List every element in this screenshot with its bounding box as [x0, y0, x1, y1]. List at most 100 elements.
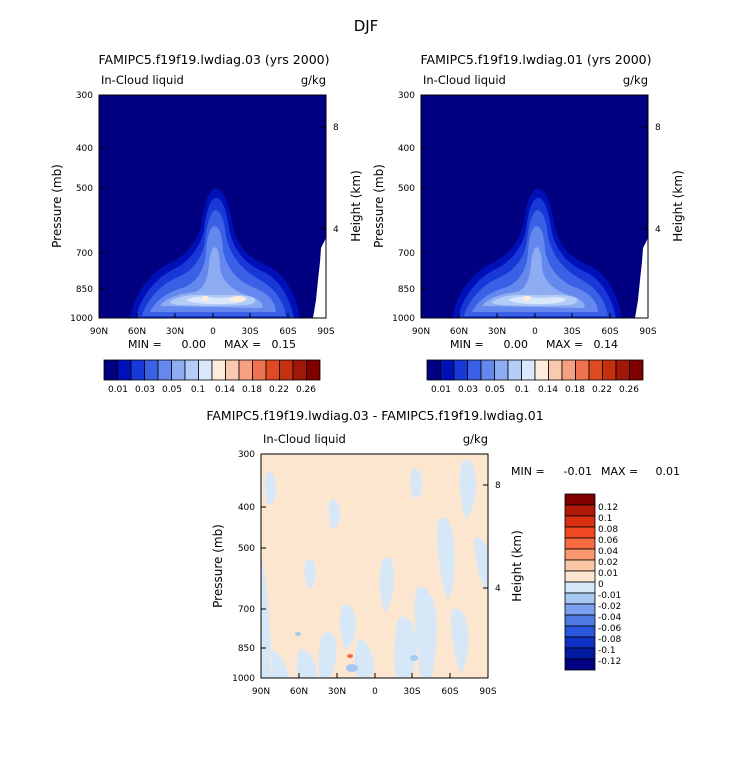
colorbar-swatch	[211, 359, 226, 381]
contour-field	[99, 95, 326, 318]
svg-text:0.12: 0.12	[598, 503, 618, 513]
svg-text:0.06: 0.06	[598, 536, 618, 546]
colorbar-labels: 0.12 0.1 0.08 0.06 0.04 0.02 0.01 0 -0.0…	[598, 503, 622, 667]
colorbar-vertical	[564, 493, 596, 671]
svg-text:-0.01: -0.01	[564, 465, 592, 478]
x-tick-label: 90S	[317, 327, 334, 337]
svg-text:0.1: 0.1	[191, 385, 205, 395]
colorbar-labels: 0.01 0.03 0.05 0.1 0.14 0.18 0.22 0.26	[108, 385, 316, 395]
x-tick-label: 60S	[601, 327, 618, 337]
field-label: In-Cloud liquid	[263, 432, 346, 446]
y-right-tick-label: 8	[655, 123, 661, 133]
colorbar-swatch	[521, 359, 536, 381]
x-tick-label: 60N	[128, 327, 146, 337]
colorbar-swatch	[252, 359, 267, 381]
season-title: DJF	[354, 17, 379, 35]
colorbar-labels: 0.01 0.03 0.05 0.1 0.14 0.18 0.22 0.26	[431, 385, 639, 395]
svg-text:0.08: 0.08	[598, 525, 618, 535]
svg-text:0.02: 0.02	[598, 558, 618, 568]
svg-text:0.01: 0.01	[598, 569, 618, 579]
colorbar-swatch	[198, 359, 213, 381]
y-tick-label: 500	[76, 184, 93, 194]
colorbar-swatch	[130, 359, 145, 381]
colorbar-swatch	[507, 359, 522, 381]
colorbar-swatch	[575, 359, 590, 381]
colorbar-swatch	[292, 359, 307, 381]
units-label: g/kg	[301, 73, 326, 87]
svg-text:-0.08: -0.08	[598, 635, 622, 645]
colorbar-swatch	[602, 359, 617, 381]
x-tick-label: 30S	[563, 327, 580, 337]
colorbar-swatch	[561, 359, 576, 381]
colorbar-swatch	[171, 359, 186, 381]
min-max-readout: MIN = 0.00 MAX = 0.14	[450, 338, 618, 351]
y-axis-ticks	[420, 94, 649, 319]
y-tick-label: 500	[398, 184, 415, 194]
y-tick-label: 700	[238, 605, 255, 615]
panel-title: FAMIPC5.f19f19.lwdiag.01 (yrs 2000)	[421, 52, 652, 67]
x-tick-label: 90S	[639, 327, 656, 337]
colorbar-swatch	[564, 559, 596, 572]
colorbar-swatch	[629, 359, 644, 381]
colorbar	[426, 359, 644, 381]
y-axis-label: Pressure (mb)	[211, 524, 225, 608]
y-tick-label: 850	[238, 644, 255, 654]
svg-text:0.00: 0.00	[504, 338, 529, 351]
x-tick-label: 90N	[90, 327, 108, 337]
y-tick-label: 300	[238, 450, 255, 460]
y-axis-label: Pressure (mb)	[372, 164, 386, 248]
colorbar-swatch	[494, 359, 509, 381]
x-tick-label: 30N	[328, 687, 346, 697]
contour-field	[261, 454, 488, 678]
x-tick-label: 60N	[450, 327, 468, 337]
y-tick-label: 850	[76, 285, 93, 295]
colorbar-swatch	[564, 493, 596, 506]
svg-text:0.14: 0.14	[538, 385, 558, 395]
colorbar-swatch	[453, 359, 468, 381]
x-tick-label: 90S	[479, 687, 496, 697]
y-tick-label: 1000	[232, 674, 255, 684]
svg-text:MAX =: MAX =	[224, 338, 261, 351]
units-label: g/kg	[463, 432, 488, 446]
y-tick-label: 850	[398, 285, 415, 295]
svg-text:-0.12: -0.12	[598, 657, 621, 667]
field-label: In-Cloud liquid	[423, 73, 506, 87]
y-right-tick-label: 4	[333, 225, 339, 235]
svg-text:0.05: 0.05	[162, 385, 182, 395]
field-label: In-Cloud liquid	[101, 73, 184, 87]
colorbar-swatch	[564, 581, 596, 594]
y-tick-label: 500	[238, 544, 255, 554]
y-right-tick-label: 4	[495, 584, 501, 594]
x-tick-label: 90N	[252, 687, 270, 697]
svg-text:MAX =: MAX =	[601, 465, 638, 478]
svg-text:0.14: 0.14	[215, 385, 235, 395]
colorbar-swatch	[564, 636, 596, 649]
svg-text:0.1: 0.1	[598, 514, 612, 524]
colorbar-swatch	[564, 625, 596, 638]
y-tick-label: 400	[238, 503, 255, 513]
svg-text:-0.01: -0.01	[598, 591, 621, 601]
colorbar-swatch	[238, 359, 253, 381]
svg-text:0.04: 0.04	[598, 547, 618, 557]
colorbar-swatch	[440, 359, 455, 381]
y-axis-label-right: Height (km)	[349, 170, 363, 241]
y-right-tick-label: 8	[495, 481, 501, 491]
colorbar-swatch	[144, 359, 159, 381]
colorbar-swatch	[265, 359, 280, 381]
svg-text:0.03: 0.03	[135, 385, 155, 395]
y-axis-label-right: Height (km)	[510, 530, 524, 601]
colorbar-swatch	[157, 359, 172, 381]
colorbar-swatch	[564, 647, 596, 660]
svg-text:0.22: 0.22	[269, 385, 289, 395]
svg-text:0.14: 0.14	[594, 338, 619, 351]
svg-text:0.01: 0.01	[431, 385, 451, 395]
y-axis-ticks	[260, 453, 489, 679]
y-tick-label: 300	[398, 91, 415, 101]
svg-text:0: 0	[598, 580, 604, 590]
colorbar-swatch	[564, 515, 596, 528]
x-tick-label: 30N	[488, 327, 506, 337]
y-tick-label: 400	[76, 144, 93, 154]
x-tick-label: 30S	[403, 687, 420, 697]
svg-text:0.18: 0.18	[565, 385, 585, 395]
